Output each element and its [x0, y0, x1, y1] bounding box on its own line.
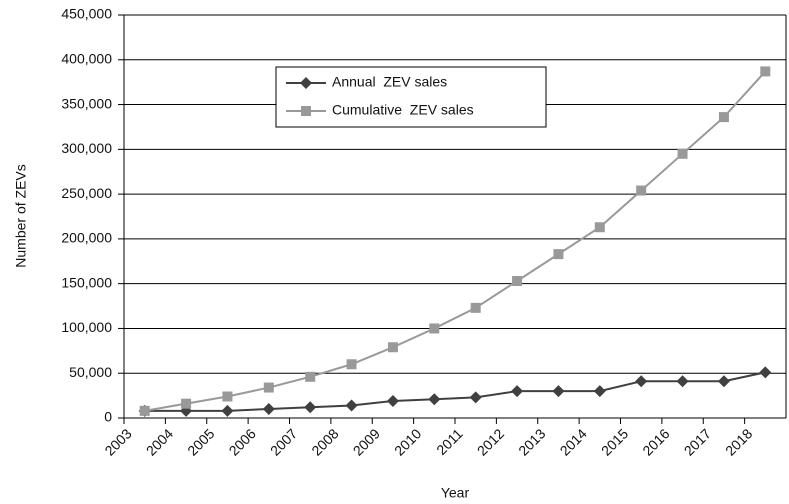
y-tick-label: 400,000: [61, 50, 112, 66]
data-point: [718, 112, 729, 123]
x-tick-label: 2017: [681, 425, 714, 458]
x-tick-label: 2012: [474, 425, 507, 458]
data-point: [759, 366, 772, 379]
data-point: [635, 375, 648, 388]
data-point: [717, 375, 730, 388]
x-tick-label: 2007: [267, 425, 300, 458]
data-point: [469, 391, 482, 404]
data-point: [512, 275, 523, 286]
data-point: [553, 249, 564, 260]
y-tick-label: 300,000: [61, 140, 112, 156]
data-point: [552, 385, 565, 398]
data-point: [636, 185, 647, 196]
x-tick-label: 2015: [598, 425, 631, 458]
y-tick-label: 450,000: [61, 6, 112, 22]
x-tick-label: 2011: [433, 425, 466, 458]
y-tick-label: 0: [104, 409, 112, 425]
legend-marker: [300, 77, 312, 89]
data-point: [139, 405, 150, 416]
data-point: [346, 359, 357, 370]
data-point: [387, 342, 398, 353]
x-axis-label: Year: [441, 485, 470, 501]
data-point: [181, 398, 192, 409]
data-point: [429, 323, 440, 334]
data-point: [428, 393, 441, 406]
x-tick-label: 2018: [722, 425, 755, 458]
data-point: [594, 222, 605, 233]
x-tick-label: 2003: [101, 425, 134, 458]
legend-label: Cumulative ZEV sales: [332, 102, 474, 118]
data-point: [677, 148, 688, 159]
x-tick-label: 2006: [226, 425, 259, 458]
data-point: [386, 394, 399, 407]
data-point: [345, 399, 358, 412]
series-line: [144, 70, 767, 412]
data-point: [222, 391, 233, 402]
x-tick-label: 2004: [143, 425, 176, 458]
data-point: [305, 371, 316, 382]
legend-label: Annual ZEV sales: [332, 74, 447, 90]
x-tick-label: 2005: [184, 425, 217, 458]
x-tick-label: 2016: [639, 425, 672, 458]
y-tick-label: 100,000: [61, 319, 112, 335]
data-point: [262, 403, 275, 416]
y-tick-label: 50,000: [69, 364, 112, 380]
data-point: [304, 401, 317, 414]
y-tick-label: 250,000: [61, 185, 112, 201]
y-tick-label: 200,000: [61, 230, 112, 246]
data-point: [263, 382, 274, 393]
x-tick-label: 2010: [391, 425, 424, 458]
data-point: [676, 375, 689, 388]
y-tick-label: 350,000: [61, 95, 112, 111]
legend-box: [275, 66, 547, 128]
x-tick-label: 2009: [350, 425, 383, 458]
legend-marker: [301, 106, 311, 116]
x-tick-label: 2014: [557, 425, 590, 458]
data-point: [511, 385, 524, 398]
data-point: [593, 385, 606, 398]
y-tick-label: 150,000: [61, 274, 112, 290]
data-point: [470, 302, 481, 313]
data-point: [760, 66, 771, 77]
series-line: [144, 371, 766, 412]
x-tick-label: 2008: [308, 425, 341, 458]
x-tick-label: 2013: [515, 425, 548, 458]
data-point: [221, 404, 234, 417]
y-axis-label: Number of ZEVs: [13, 164, 29, 267]
